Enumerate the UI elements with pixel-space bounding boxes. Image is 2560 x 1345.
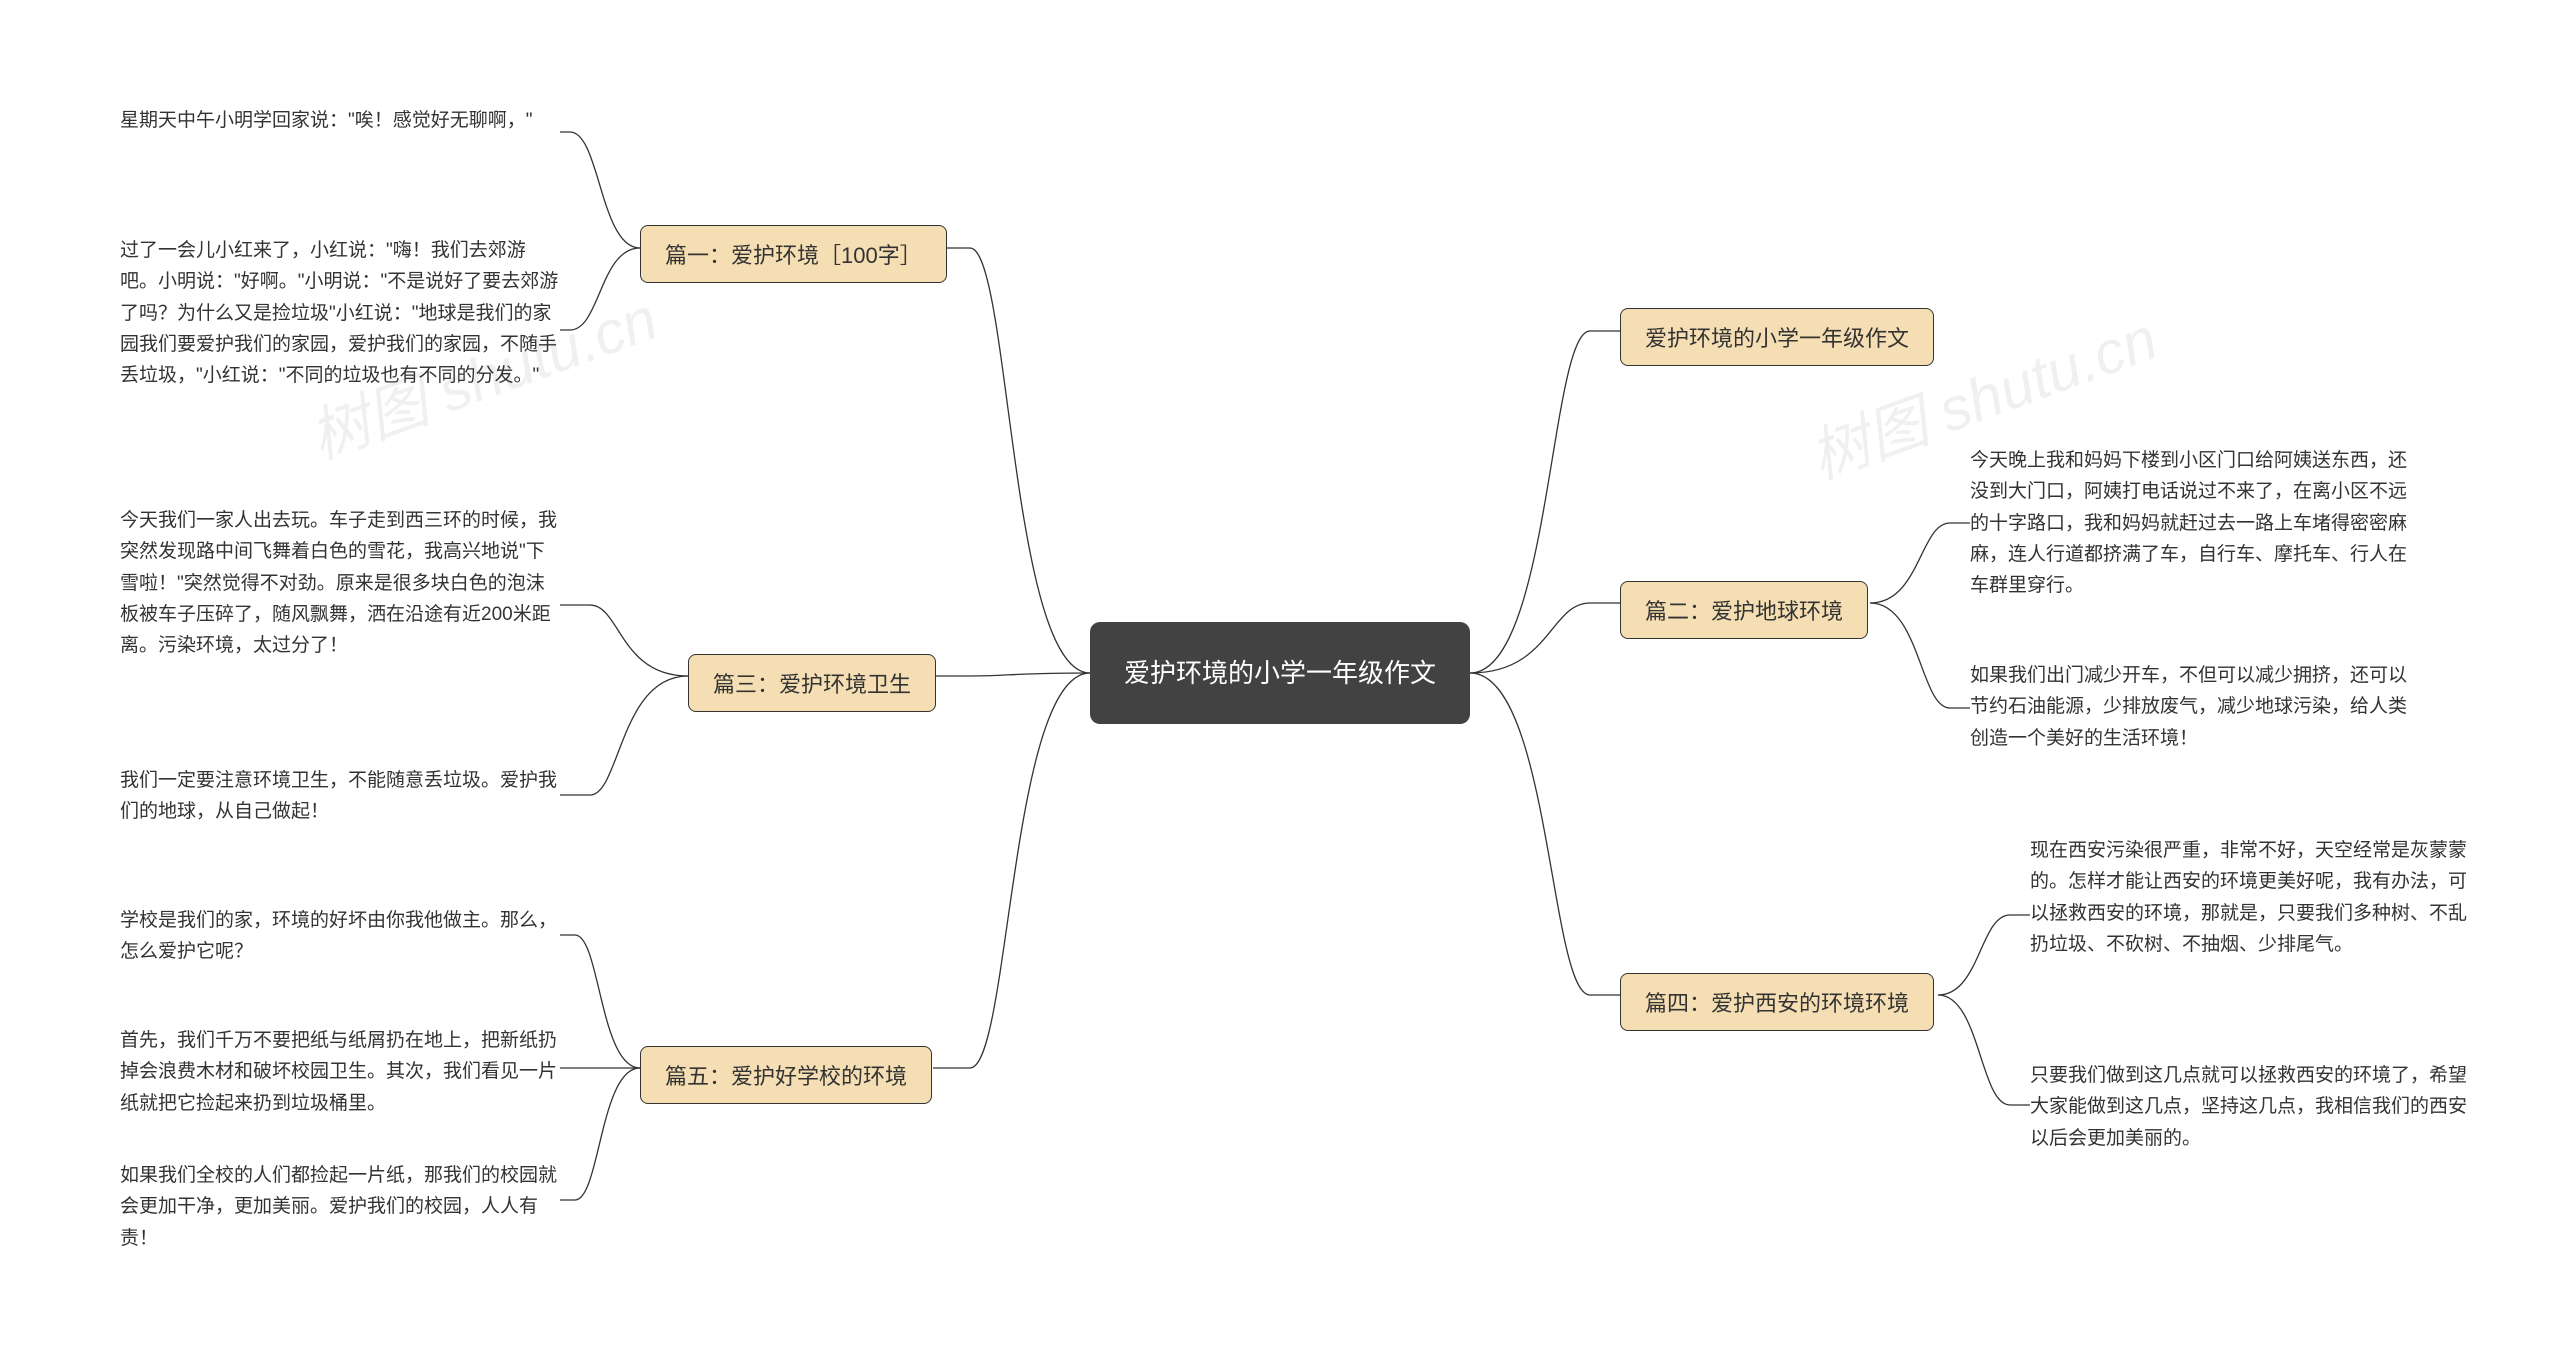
leaf-node: 如果我们全校的人们都捡起一片纸，那我们的校园就会更加干净，更加美丽。爱护我们的校… [120,1160,560,1254]
leaf-node: 如果我们出门减少开车，不但可以减少拥挤，还可以节约石油能源，少排放废气，减少地球… [1970,660,2410,754]
branch-left-2[interactable]: 篇三：爱护环境卫生 [688,654,936,712]
branch-right-2[interactable]: 篇二：爱护地球环境 [1620,581,1868,639]
mindmap-root[interactable]: 爱护环境的小学一年级作文 [1090,622,1470,724]
leaf-node: 今天我们一家人出去玩。车子走到西三环的时候，我突然发现路中间飞舞着白色的雪花，我… [120,505,560,662]
branch-right-1[interactable]: 爱护环境的小学一年级作文 [1620,308,1934,366]
leaf-node: 现在西安污染很严重，非常不好，天空经常是灰蒙蒙的。怎样才能让西安的环境更美好呢，… [2030,835,2470,960]
leaf-node: 只要我们做到这几点就可以拯救西安的环境了，希望大家能做到这几点，坚持这几点，我相… [2030,1060,2470,1154]
branch-right-3[interactable]: 篇四：爱护西安的环境环境 [1620,973,1934,1031]
leaf-node: 首先，我们千万不要把纸与纸屑扔在地上，把新纸扔掉会浪费木材和破坏校园卫生。其次，… [120,1025,560,1119]
leaf-node: 星期天中午小明学回家说："唉！感觉好无聊啊，" [120,105,560,136]
leaf-node: 今天晚上我和妈妈下楼到小区门口给阿姨送东西，还没到大门口，阿姨打电话说过不来了，… [1970,445,2410,602]
branch-left-1[interactable]: 篇一：爱护环境［100字］ [640,225,947,283]
branch-left-3[interactable]: 篇五：爱护好学校的环境 [640,1046,932,1104]
leaf-node: 我们一定要注意环境卫生，不能随意丢垃圾。爱护我们的地球，从自己做起！ [120,765,560,828]
leaf-node: 学校是我们的家，环境的好坏由你我他做主。那么，怎么爱护它呢？ [120,905,560,968]
leaf-node: 过了一会儿小红来了，小红说："嗨！我们去郊游吧。小明说："好啊。"小明说："不是… [120,235,560,392]
